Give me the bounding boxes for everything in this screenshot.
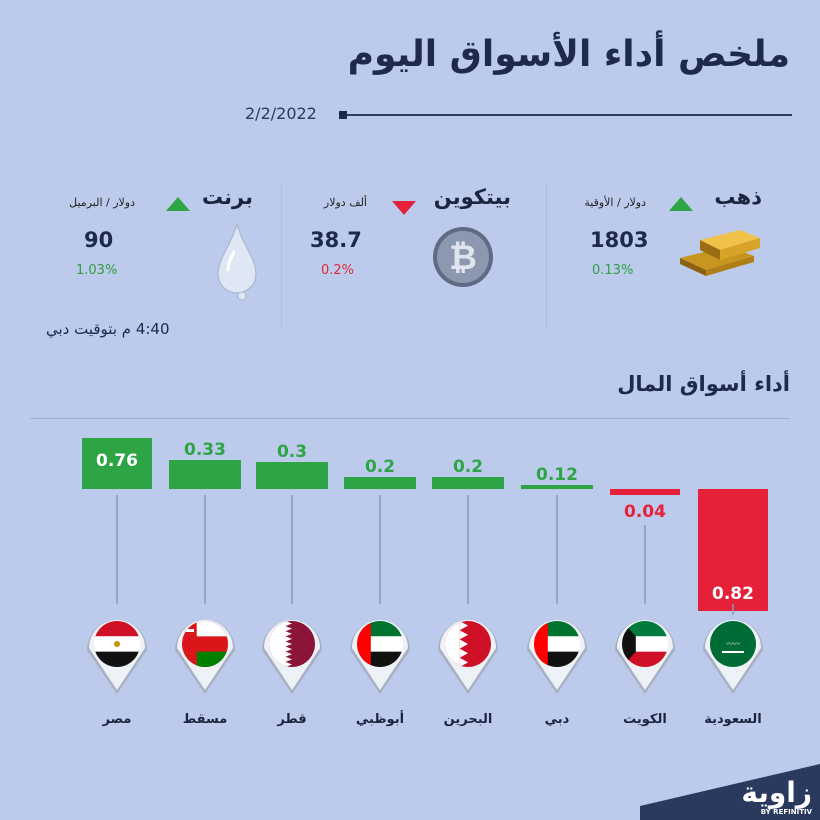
- kuwait-flag-icon: [622, 621, 668, 667]
- gold-change: 0.13%: [592, 263, 634, 278]
- bitcoin-value: 38.7: [310, 228, 362, 252]
- market-label-1: مصر: [102, 712, 132, 727]
- market-label-3: قطر: [277, 712, 307, 727]
- time-note: 4:40 م بتوقيت دبي: [46, 320, 170, 338]
- section-divider: [30, 418, 790, 419]
- bitcoin-unit: ألف دولار: [323, 196, 367, 209]
- oil-drop-icon: [217, 223, 257, 301]
- uae-flag-icon: [534, 621, 580, 667]
- uae-flag-icon: [357, 621, 403, 667]
- market-label-4: أبوظبي: [355, 712, 405, 727]
- value-label-8: 0.82: [712, 584, 754, 604]
- market-performance-chart: 0.76 0.33 0.3 0.2 0.2 0.12 0.04 0.82 〰〰: [82, 438, 768, 694]
- brent-value: 90: [84, 228, 114, 252]
- svg-text:₿: ₿: [449, 238, 477, 278]
- value-label-3: 0.3: [277, 442, 307, 462]
- bar-2: [169, 460, 241, 489]
- saudi-flag-icon: 〰〰: [710, 621, 756, 667]
- bar-7: [610, 489, 680, 495]
- value-label-5: 0.2: [453, 457, 483, 477]
- bitcoin-change: 0.2%: [321, 263, 355, 278]
- uae-flag-pin-icon: [527, 620, 587, 694]
- value-label-7: 0.04: [624, 502, 666, 522]
- down-arrow-icon: [392, 201, 416, 215]
- up-arrow-icon: [669, 197, 693, 211]
- value-label-6: 0.12: [536, 465, 578, 485]
- value-label-4: 0.2: [365, 457, 395, 477]
- market-label-7: الكويت: [623, 712, 667, 727]
- gold-unit: دولار / الأوقية: [584, 196, 646, 209]
- bar-8: [698, 489, 768, 611]
- saudi-flag-pin-icon: 〰〰: [703, 620, 763, 694]
- market-label-2: مسقط: [182, 712, 228, 727]
- bar-4: [344, 477, 416, 489]
- gold-value: 1803: [590, 228, 649, 252]
- oman-flag-icon: [182, 621, 228, 667]
- gold-name: ذهب: [714, 185, 762, 209]
- value-label-2: 0.33: [184, 440, 226, 460]
- up-arrow-icon: [166, 197, 190, 211]
- logo-subtitle: BY REFINITIV: [760, 808, 812, 816]
- bar-1: [82, 438, 152, 489]
- qatar-flag-pin-icon: [262, 620, 322, 694]
- bahrain-flag-icon: [445, 621, 491, 667]
- market-label-6: دبي: [544, 712, 570, 727]
- date-marker: [339, 111, 347, 119]
- report-date: 2/2/2022: [245, 104, 317, 123]
- bar-6: [521, 485, 593, 489]
- section-title: أداء أسواق المال: [617, 372, 790, 396]
- divider: [281, 182, 282, 330]
- qatar-flag-icon: [269, 621, 315, 667]
- kuwait-flag-pin-icon: [615, 620, 675, 694]
- divider: [546, 182, 547, 330]
- zawya-logo: زاوية: [741, 776, 812, 809]
- value-label-1: 0.76: [96, 451, 138, 471]
- title-divider: [345, 114, 792, 116]
- bahrain-flag-pin-icon: [438, 620, 498, 694]
- uae-flag-pin-icon: [350, 620, 410, 694]
- oman-flag-pin-icon: [175, 620, 235, 694]
- gold-bars-icon: [680, 230, 760, 276]
- brent-name: برنت: [201, 185, 253, 209]
- market-label-5: البحرين: [443, 712, 493, 727]
- bitcoin-icon: ₿: [433, 227, 493, 287]
- market-label-8: السعودية: [704, 712, 762, 727]
- brent-unit: دولار / البرميل: [69, 196, 135, 209]
- svg-text:〰〰: 〰〰: [726, 640, 740, 648]
- logo-backdrop: [640, 764, 820, 820]
- egypt-flag-icon: [94, 621, 140, 667]
- bar-3: [256, 462, 328, 489]
- page-title: ملخص أداء الأسواق اليوم: [347, 34, 790, 75]
- bitcoin-name: بيتكوين: [433, 185, 511, 209]
- egypt-flag-pin-icon: [87, 620, 147, 694]
- brent-change: 1.03%: [76, 263, 118, 278]
- bar-5: [432, 477, 504, 489]
